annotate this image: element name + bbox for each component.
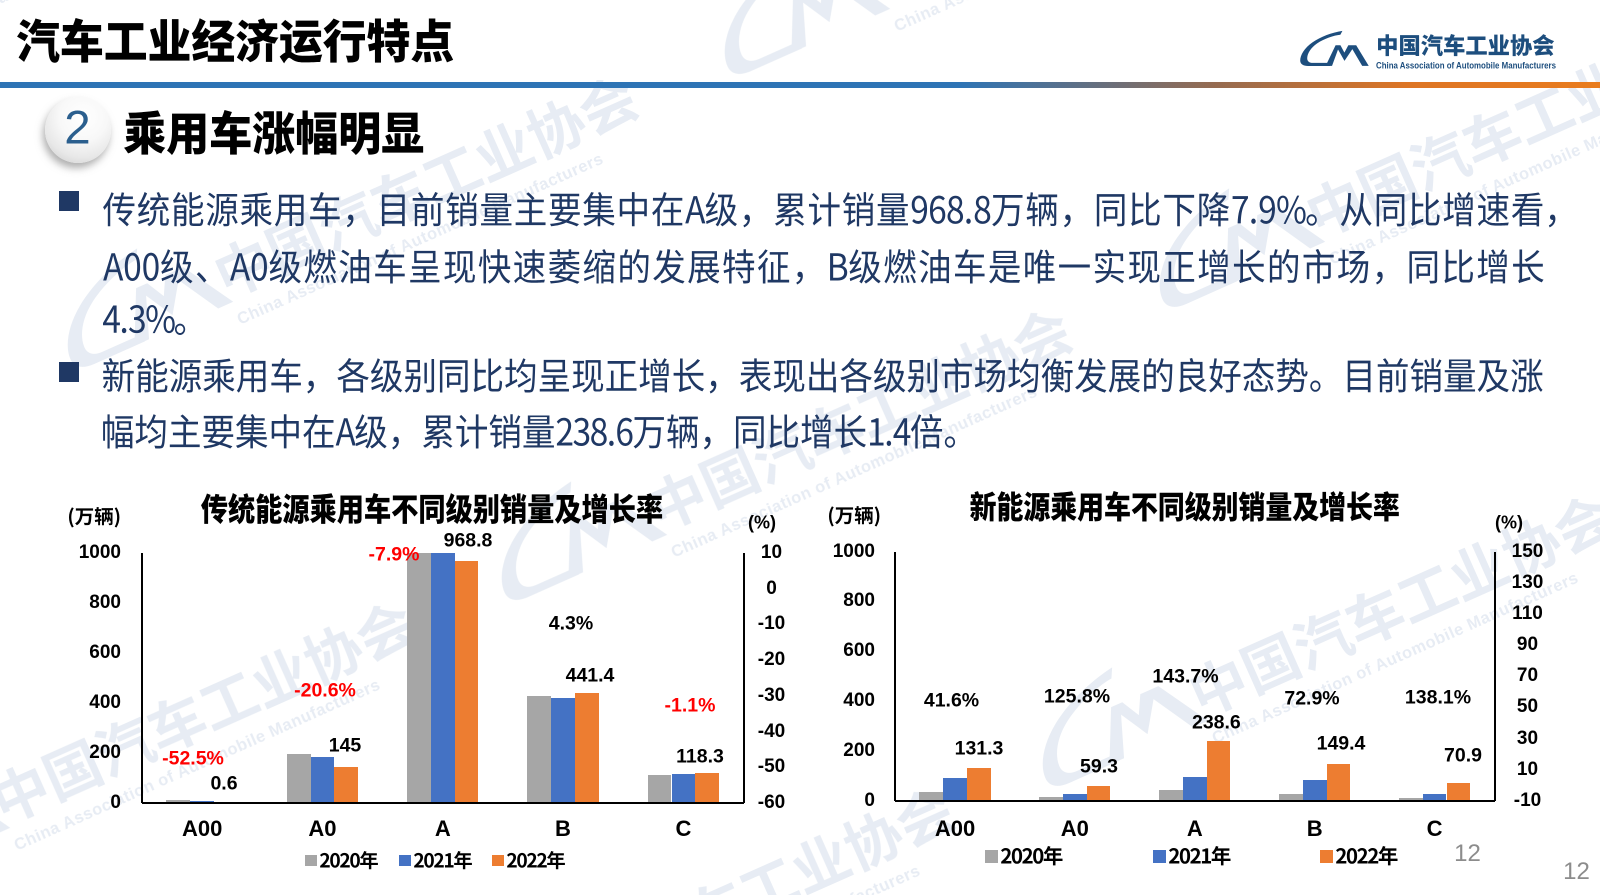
svg-text:China Association of Automobil: China Association of Automobile Manufact… (1376, 61, 1556, 72)
